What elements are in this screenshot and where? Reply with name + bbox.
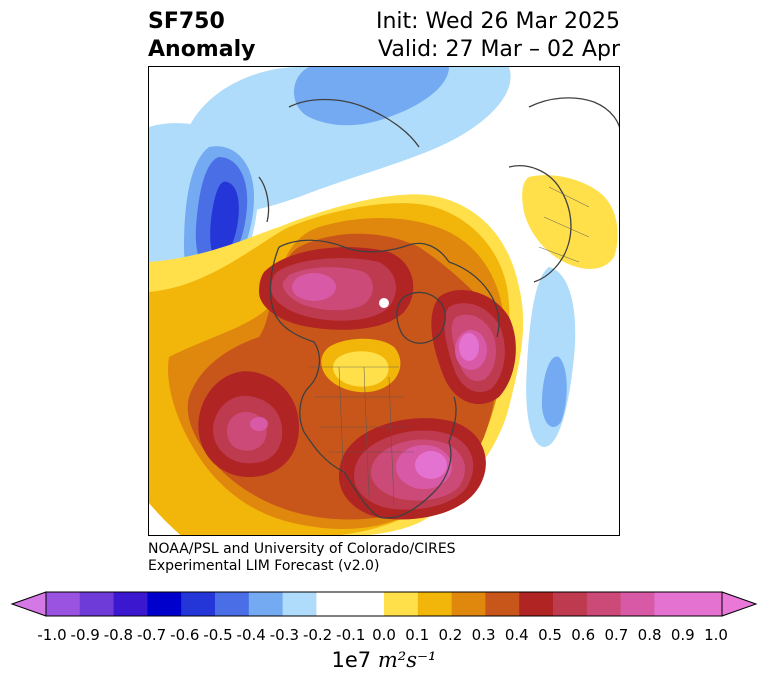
forecast-dates: Init: Wed 26 Mar 2025 Valid: 27 Mar – 02… (376, 8, 620, 64)
credit-line-2: Experimental LIM Forecast (v2.0) (148, 558, 380, 574)
colorbar-swatch (417, 592, 453, 616)
colorbar-tick-label: -0.4 (236, 626, 266, 644)
colorbar-tick-label: -0.3 (269, 626, 300, 644)
colorbar-tick-label: -0.9 (70, 626, 100, 644)
colorbar-tick-label: -0.2 (302, 626, 333, 644)
colorbar-swatch (215, 592, 250, 616)
anomaly-map (149, 67, 619, 535)
colorbar-swatch (451, 592, 486, 616)
coastlines (258, 97, 619, 519)
colorbar-tick-label: 0.1 (405, 626, 430, 644)
colorbar-tick-label: -1.0 (37, 626, 67, 644)
units-math: m²s⁻¹ (377, 648, 437, 672)
colorbar-tick-label: 0.8 (637, 626, 662, 644)
colorbar-swatch (654, 592, 689, 616)
map-title: SF750 Anomaly (148, 8, 255, 64)
colorbar-swatch (553, 592, 588, 616)
colorbar-swatch (46, 592, 81, 616)
colorbar-swatch (248, 592, 284, 616)
colorbar-swatch (113, 592, 148, 616)
colorbar-swatch (350, 592, 385, 616)
colorbar-tick-label: 0.9 (670, 626, 695, 644)
colorbar-tick-label: 0.4 (504, 626, 529, 644)
credit-text: NOAA/PSL and University of Colorado/CIRE… (148, 541, 456, 575)
colorbar-tick-label: -0.6 (170, 626, 200, 644)
colorbar-swatch (485, 592, 520, 616)
colorbar-tick-label: -0.5 (203, 626, 233, 644)
colorbar-outline (45, 591, 723, 617)
borders (309, 186, 590, 508)
credit-line-1: NOAA/PSL and University of Colorado/CIRE… (148, 541, 456, 557)
units-scale: 1e7 (331, 648, 372, 672)
colorbar-tick-label: -0.7 (136, 626, 167, 644)
colorbar (10, 591, 758, 617)
colorbar-units: 1e7 m²s⁻¹ (0, 648, 768, 672)
colorbar-tick-label: 0.7 (604, 626, 629, 644)
colorbar-tick-label: -0.1 (336, 626, 366, 644)
colorbar-tick-label: 0.0 (372, 626, 396, 644)
colorbar-swatch (147, 592, 182, 616)
positive-anomaly-regions (149, 175, 618, 535)
colorbar-swatch (79, 592, 115, 616)
colorbar-over-arrow (721, 591, 758, 617)
colorbar-tick-label: 0.5 (538, 626, 562, 644)
title-variable: SF750 (148, 9, 225, 34)
colorbar-tick-label: -0.8 (103, 626, 134, 644)
colorbar-tick-label: 0.3 (471, 626, 496, 644)
colorbar-under-arrow (10, 591, 47, 617)
map-panel (148, 66, 620, 536)
colorbar-swatch (688, 592, 723, 616)
title-anomaly: Anomaly (148, 37, 256, 62)
valid-range: Valid: 27 Mar – 02 Apr (378, 37, 620, 62)
colorbar-tick-label: 0.2 (438, 626, 463, 644)
colorbar-tick-label: 1.0 (704, 626, 728, 644)
colorbar-swatch (519, 592, 554, 616)
colorbar-swatch (620, 592, 655, 616)
colorbar-swatch (384, 592, 419, 616)
colorbar-swatch (282, 592, 317, 616)
north-pole-marker (379, 298, 389, 308)
colorbar-swatch (181, 592, 216, 616)
colorbar-tick-label: 0.6 (571, 626, 596, 644)
init-date: Init: Wed 26 Mar 2025 (375, 9, 620, 34)
colorbar-swatch (316, 592, 351, 616)
colorbar-swatch (586, 592, 622, 616)
